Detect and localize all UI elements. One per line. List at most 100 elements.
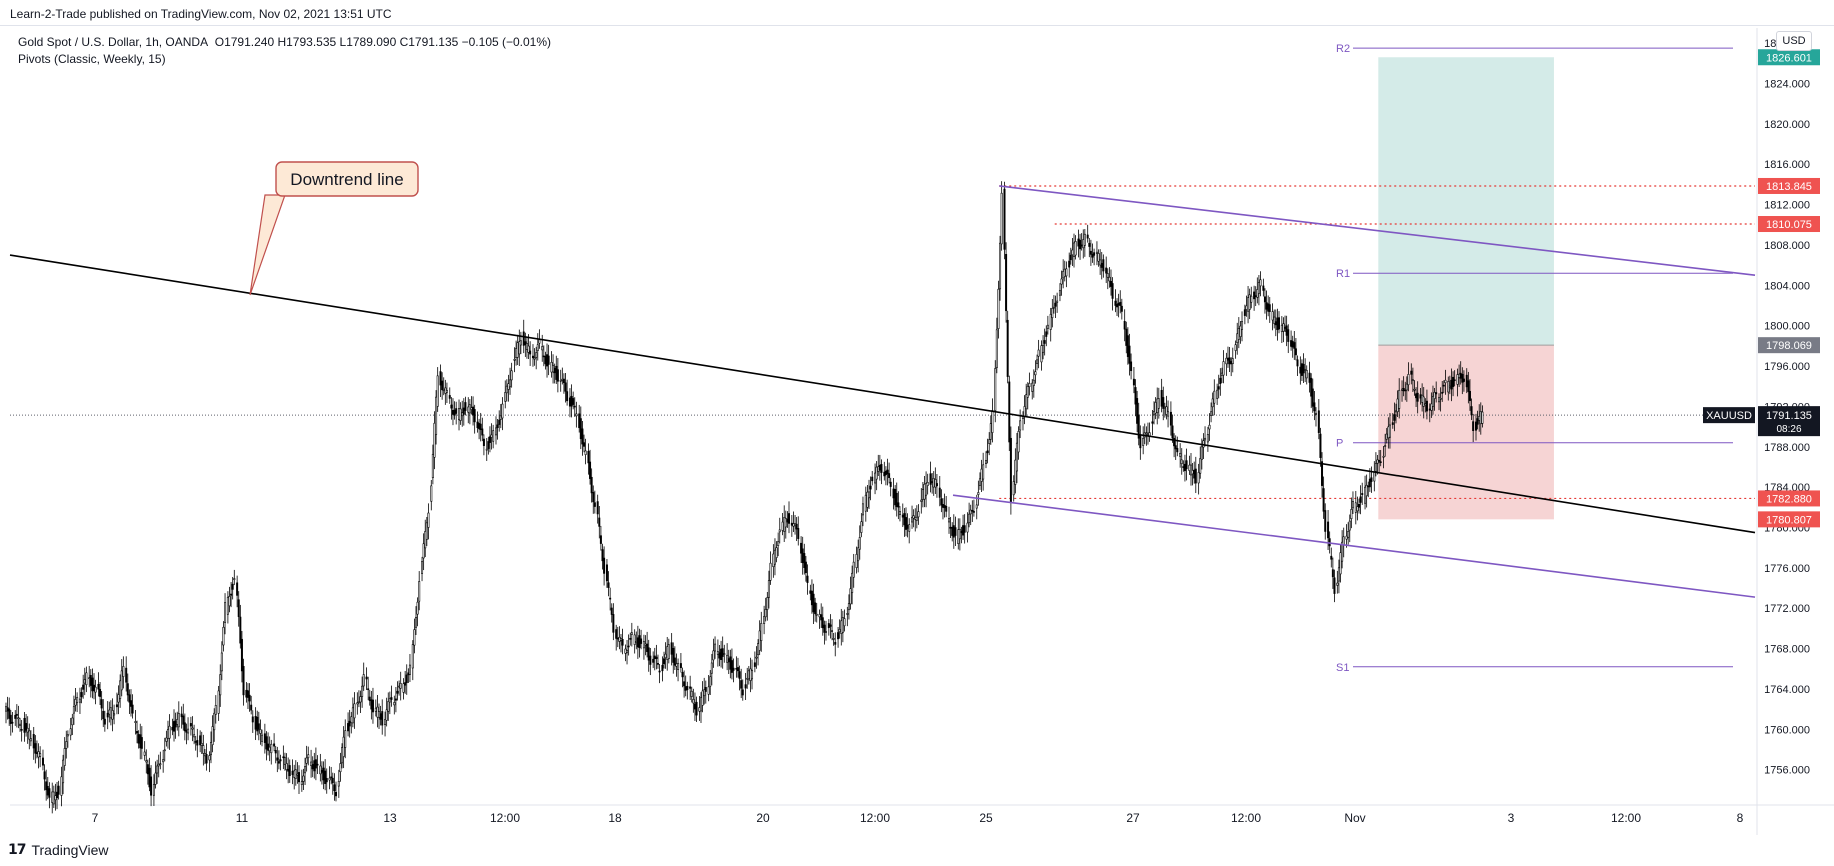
candle-body (439, 371, 442, 386)
candle-body (730, 660, 733, 673)
candle-body (1093, 252, 1096, 256)
candle-body (738, 671, 741, 679)
candle-body (122, 666, 125, 677)
candle-body (487, 441, 490, 449)
candle-body (988, 439, 991, 444)
candle-body (237, 599, 240, 617)
candle-body (929, 473, 932, 485)
candle-body (1250, 295, 1253, 303)
candle-body (45, 781, 48, 791)
candle-body (1356, 506, 1359, 512)
candle-body (379, 713, 382, 720)
candle-body (1173, 438, 1176, 447)
candle-body (505, 385, 508, 394)
candle-body (522, 331, 525, 346)
candle-body (1065, 268, 1068, 277)
candle-body (1086, 234, 1089, 239)
candle-body (274, 749, 277, 754)
candle-body (809, 590, 812, 594)
candle-body (1009, 437, 1012, 503)
candle-body (773, 549, 776, 565)
candle-body (784, 518, 787, 528)
x-tick-label: 18 (608, 811, 622, 825)
candle-body (869, 485, 872, 490)
candle-body (418, 581, 421, 602)
candle-body (1125, 328, 1128, 346)
candle-body (310, 761, 313, 766)
candle-body (205, 754, 208, 764)
candle-body (1006, 319, 1009, 377)
candle-body (884, 470, 887, 476)
candle-body (501, 403, 504, 419)
candle-body (831, 630, 834, 632)
candle-body (951, 526, 954, 536)
candle-body (986, 450, 989, 454)
candle-body (1225, 357, 1228, 365)
candle-body (1453, 379, 1456, 382)
candle-body (83, 679, 86, 684)
candle-body (436, 375, 439, 407)
candle-body (1438, 397, 1441, 403)
candle-body (342, 736, 345, 757)
candle-body (231, 583, 234, 590)
candle-body (1314, 412, 1317, 415)
candle-body (874, 472, 877, 484)
candle-body (1208, 424, 1211, 430)
candle-body (935, 483, 938, 487)
candle-body (1197, 472, 1200, 484)
candle-body (880, 464, 883, 473)
candle-body (265, 736, 268, 750)
candle-body (425, 522, 428, 540)
candle-body (1005, 253, 1008, 312)
indicator-label[interactable]: Pivots (Classic, Weekly, 15) (18, 52, 166, 66)
candle-body (239, 616, 242, 644)
candle-body (763, 616, 766, 624)
candle-body (795, 523, 798, 530)
currency-button[interactable]: USD (1776, 31, 1812, 51)
candle-body (441, 380, 444, 391)
candle-body (209, 742, 212, 756)
candle-body (642, 641, 645, 649)
candle-body (963, 525, 966, 533)
candle-body (527, 345, 530, 353)
candle-body (145, 760, 148, 763)
candle-body (499, 415, 502, 420)
candle-body (1433, 392, 1436, 399)
candle-body (1202, 440, 1205, 448)
candle-body (1265, 302, 1268, 310)
candle-body (1060, 278, 1063, 285)
candle-body (1428, 408, 1431, 411)
candle-body (1058, 290, 1061, 296)
x-tick-label: 20 (756, 811, 770, 825)
candle-body (51, 791, 54, 803)
candle-body (926, 482, 929, 486)
candle-body (969, 509, 972, 515)
candle-body (1023, 406, 1026, 417)
candle-body (638, 635, 641, 648)
ohlc-values: O1791.240 H1793.535 L1789.090 C1791.135 … (214, 35, 552, 49)
candle-body (1015, 442, 1018, 472)
candle-body (556, 369, 559, 382)
candle-body (405, 674, 408, 684)
candle-body (35, 752, 38, 754)
candle-body (786, 518, 789, 523)
candle-body (430, 485, 433, 502)
candle-body (857, 547, 860, 562)
candle-body (531, 355, 534, 359)
candle-body (109, 707, 112, 719)
candle-body (177, 713, 180, 728)
candle-body (980, 468, 983, 482)
candle-body (513, 359, 516, 361)
symbol-title[interactable]: Gold Spot / U.S. Dollar, 1h, OANDA (18, 35, 209, 49)
y-tick-label: 1760.000 (1764, 724, 1810, 736)
candle-body (76, 697, 79, 704)
candle-body (11, 721, 14, 724)
candle-body (529, 350, 532, 355)
candle-body (1182, 466, 1185, 468)
candle-body (120, 670, 123, 691)
candle-body (165, 737, 168, 742)
candle-body (757, 643, 760, 656)
candle-body (450, 404, 453, 409)
candle-body (692, 699, 695, 704)
